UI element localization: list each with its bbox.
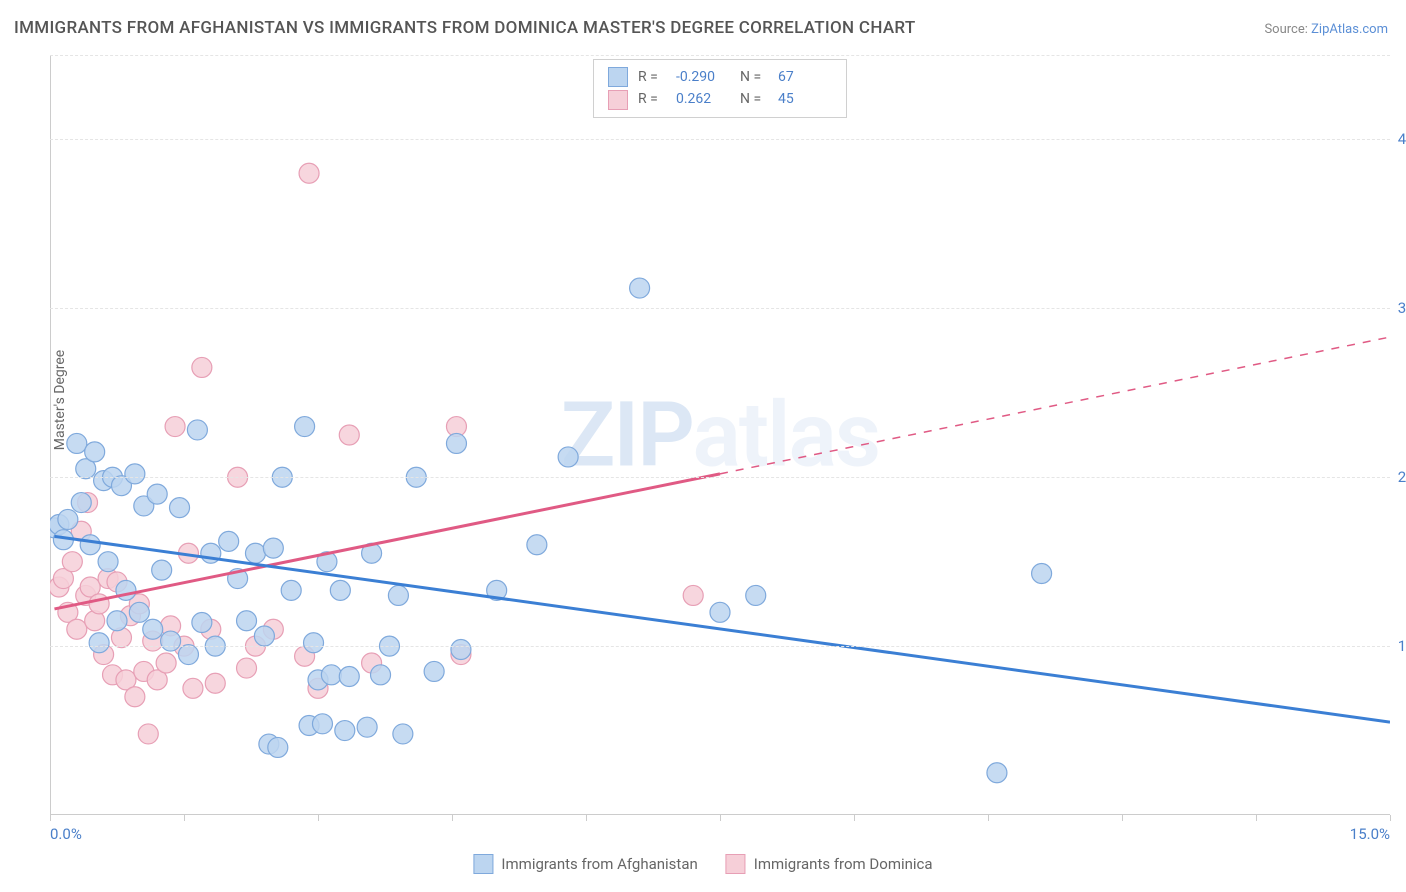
x-tick [184,815,185,821]
x-tick [318,815,319,821]
x-tick [50,815,51,821]
legend-series: Immigrants from Afghanistan Immigrants f… [473,854,932,874]
x-tick-label: 0.0% [50,825,82,843]
y-tick-label: 40.0% [1398,130,1406,148]
chart-plot-area: ZIPatlas R = -0.290 N = 67 R = 0.262 N =… [50,55,1390,815]
gridline [50,646,1390,647]
legend-label-a: Immigrants from Afghanistan [501,855,697,873]
x-tick [720,815,721,821]
y-tick-label: 20.0% [1398,468,1406,486]
source-link[interactable]: ZipAtlas.com [1311,22,1388,37]
source-label: Source: [1264,22,1307,37]
scatter-svg [50,55,1390,815]
x-tick [1256,815,1257,821]
legend-item-b: Immigrants from Dominica [726,854,933,874]
legend-item-a: Immigrants from Afghanistan [473,854,697,874]
y-tick-label: 30.0% [1398,299,1406,317]
gridline [50,55,1390,56]
swatch-b-icon [726,854,746,874]
x-tick [1122,815,1123,821]
x-tick [988,815,989,821]
chart-title: IMMIGRANTS FROM AFGHANISTAN VS IMMIGRANT… [14,18,916,38]
y-tick-label: 10.0% [1398,637,1406,655]
legend-label-b: Immigrants from Dominica [754,855,933,873]
swatch-a-icon [473,854,493,874]
x-tick [586,815,587,821]
gridline [50,308,1390,309]
x-tick [452,815,453,821]
x-tick [1390,815,1391,821]
x-tick-label: 15.0% [1350,825,1390,843]
x-tick [854,815,855,821]
source-attribution: Source: ZipAtlas.com [1264,22,1388,37]
gridline [50,139,1390,140]
gridline [50,477,1390,478]
